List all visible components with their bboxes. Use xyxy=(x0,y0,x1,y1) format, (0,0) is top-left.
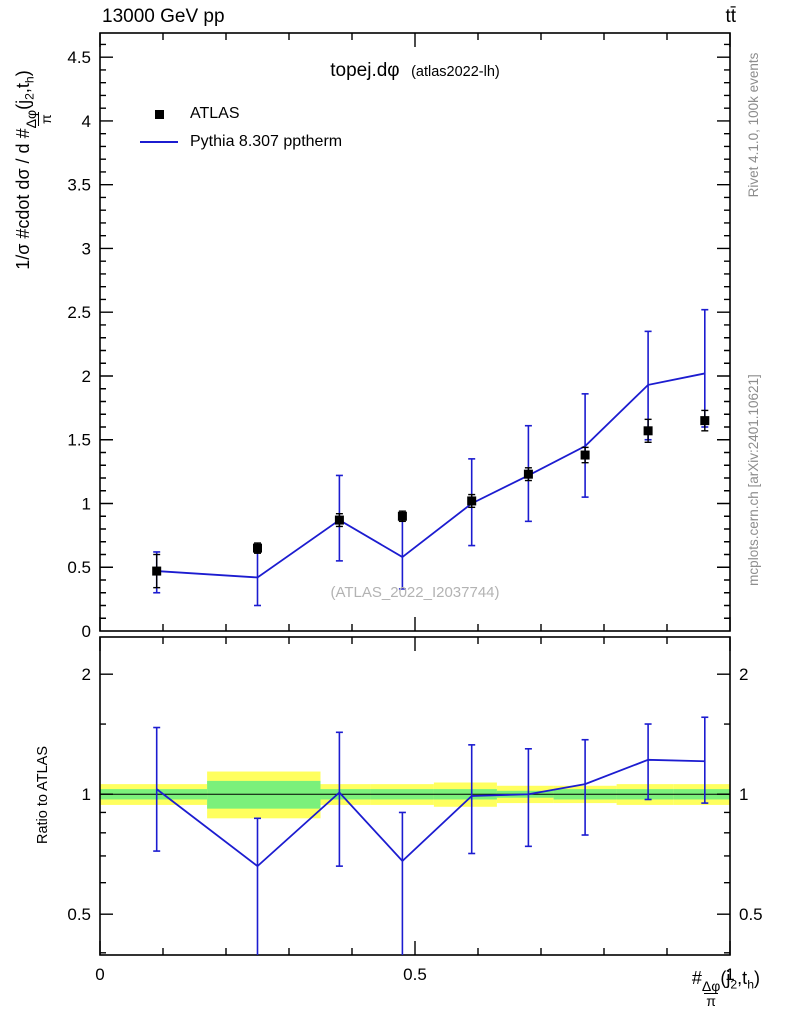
atlas-data-point xyxy=(523,469,533,479)
plot-title-main: topej.dφ xyxy=(330,60,400,81)
main-y-axis-label: 1/σ #cdot dσ / d # Δφ π (j2,th) xyxy=(13,70,55,270)
legend: ATLAS Pythia 8.307 pptherm xyxy=(136,100,342,156)
analysis-watermark: (ATLAS_2022_I2037744) xyxy=(330,584,500,601)
atlas-data-point xyxy=(334,515,344,525)
axis-ticks xyxy=(99,33,731,955)
ratio-y-tick-label: 0.5 xyxy=(67,905,91,924)
main-y-tick-label: 0.5 xyxy=(67,558,91,577)
atlas-data-point xyxy=(700,416,710,426)
beam-energy-label: 13000 GeV pp xyxy=(102,6,225,27)
main-y-tick-label: 2 xyxy=(82,367,91,386)
dphi-over-pi-fraction: Δφ π xyxy=(23,109,55,129)
plot-title: topej.dφ (atlas2022-lh) xyxy=(100,60,730,82)
main-y-tick-label: 4.5 xyxy=(67,48,91,67)
ratio-y-tick-label-right: 1 xyxy=(739,785,748,804)
atlas-square-marker-icon xyxy=(154,109,164,119)
band-inner xyxy=(207,780,321,809)
atlas-data-point xyxy=(467,496,477,506)
atlas-data-point xyxy=(643,426,653,436)
legend-label-pythia: Pythia 8.307 pptherm xyxy=(190,133,343,150)
main-frame xyxy=(99,32,731,632)
dphi-over-pi-fraction: Δφ π xyxy=(701,978,721,1010)
atlas-data-point xyxy=(253,543,262,553)
pythia-curve xyxy=(156,372,705,579)
ratio-y-tick-label-right: 2 xyxy=(739,665,748,684)
legend-item-pythia: Pythia 8.307 pptherm xyxy=(136,128,342,156)
main-y-tick-label: 3 xyxy=(82,239,91,258)
rivet-version-label: Rivet 4.1.0, 100k events xyxy=(746,52,761,198)
main-y-tick-label: 0 xyxy=(82,622,91,641)
x-axis-label: # Δφ π (j2,th) xyxy=(691,968,760,1010)
main-series xyxy=(152,308,710,607)
main-y-tick-label: 3.5 xyxy=(67,176,91,195)
x-tick-label: 1 xyxy=(725,965,734,984)
ratio-curve xyxy=(156,758,705,868)
legend-label-atlas: ATLAS xyxy=(190,105,240,122)
ratio-uncertainty-bands xyxy=(100,771,730,819)
main-y-tick-label: 4 xyxy=(82,112,91,131)
x-tick-label: 0.5 xyxy=(403,965,427,984)
ratio-series xyxy=(153,716,709,955)
process-label: tt̄ xyxy=(725,6,736,27)
legend-item-atlas: ATLAS xyxy=(136,100,342,128)
pythia-line-marker-icon xyxy=(140,140,178,144)
ratio-y-tick-label: 1 xyxy=(82,785,91,804)
main-y-tick-label: 1 xyxy=(82,494,91,513)
plot-title-sub: (atlas2022-lh) xyxy=(411,64,500,80)
ratio-frame xyxy=(99,636,731,956)
main-y-tick-label: 2.5 xyxy=(67,303,91,322)
mcplots-credit-label: mcplots.cern.ch [arXiv:2401.10621] xyxy=(746,374,761,586)
atlas-data-point xyxy=(580,450,590,460)
atlas-data-point xyxy=(152,566,162,576)
main-y-tick-label: 1.5 xyxy=(67,431,91,450)
ratio-y-axis-label: Ratio to ATLAS xyxy=(35,745,51,845)
x-tick-label: 0 xyxy=(95,965,104,984)
ratio-y-tick-label: 2 xyxy=(82,665,91,684)
atlas-data-point xyxy=(397,511,407,521)
ratio-y-tick-label-right: 0.5 xyxy=(739,905,763,924)
